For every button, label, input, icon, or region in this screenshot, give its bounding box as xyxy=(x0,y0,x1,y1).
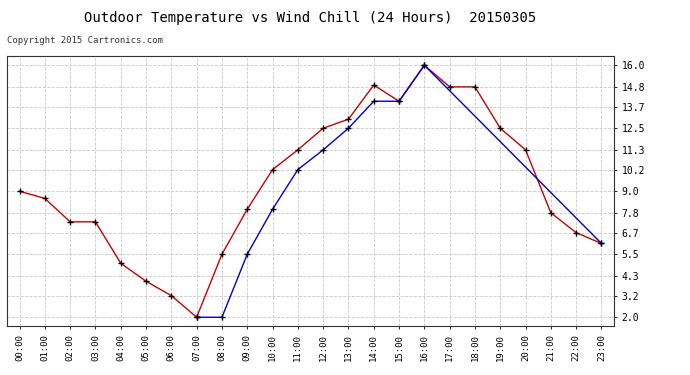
Text: Wind Chill  (°F): Wind Chill (°F) xyxy=(414,28,500,38)
Text: Temperature  (°F): Temperature (°F) xyxy=(660,28,690,38)
Text: Copyright 2015 Cartronics.com: Copyright 2015 Cartronics.com xyxy=(7,36,163,45)
Text: Outdoor Temperature vs Wind Chill (24 Hours)  20150305: Outdoor Temperature vs Wind Chill (24 Ho… xyxy=(84,11,537,25)
